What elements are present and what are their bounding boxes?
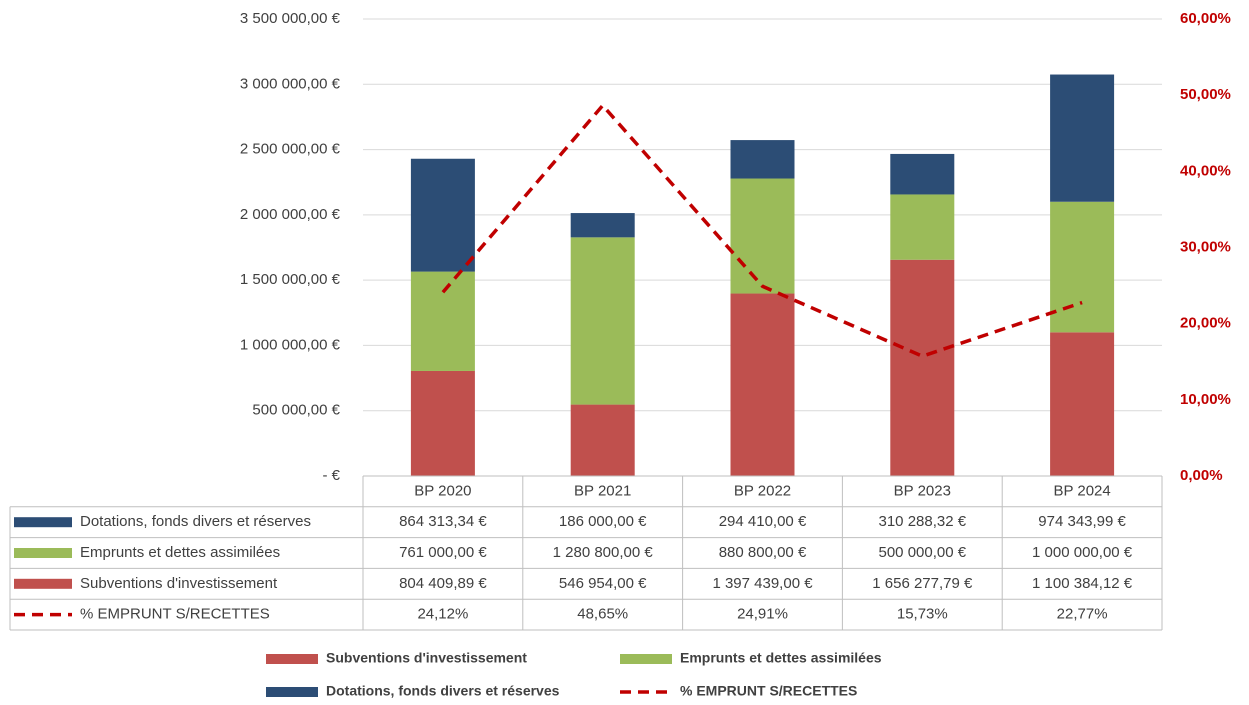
legend-label: Subventions d'investissement <box>326 650 527 666</box>
bar <box>570 213 635 238</box>
legend-label: Dotations, fonds divers et réserves <box>326 683 560 699</box>
bar <box>1050 332 1115 476</box>
legend-key <box>266 687 318 697</box>
table-cell: 500 000,00 € <box>879 544 967 561</box>
bar <box>570 237 635 405</box>
y-tick-label: 3 000 000,00 € <box>240 75 341 92</box>
table-cell: 880 800,00 € <box>719 544 807 561</box>
y-tick-label: 2 500 000,00 € <box>240 141 341 158</box>
y2-tick-label: 60,00% <box>1180 10 1231 27</box>
legend-key <box>266 654 318 664</box>
y-tick-label: 500 000,00 € <box>252 402 340 419</box>
table-cell: 1 280 800,00 € <box>553 544 654 561</box>
table-legend-key <box>14 548 72 558</box>
table-cell: 974 343,99 € <box>1038 513 1126 530</box>
legend-label: % EMPRUNT S/RECETTES <box>680 683 857 699</box>
x-tick-label: BP 2020 <box>414 482 471 499</box>
y-tick-label: 1 500 000,00 € <box>240 271 341 288</box>
y2-tick-label: 40,00% <box>1180 162 1231 179</box>
table-cell: 48,65% <box>577 606 628 623</box>
bar <box>570 404 635 476</box>
table-legend-key <box>14 578 72 589</box>
y-tick-label: - € <box>322 467 340 484</box>
table-row-label: Emprunts et dettes assimilées <box>80 544 280 561</box>
table-cell: 1 397 439,00 € <box>712 575 813 592</box>
table-cell: 22,77% <box>1057 606 1108 623</box>
y2-tick-label: 20,00% <box>1180 315 1231 332</box>
x-tick-label: BP 2023 <box>894 482 951 499</box>
table-cell: 15,73% <box>897 606 948 623</box>
table-row-label: % EMPRUNT S/RECETTES <box>80 606 270 623</box>
bar <box>890 194 955 260</box>
table-cell: 546 954,00 € <box>559 575 647 592</box>
table-cell: 1 656 277,79 € <box>872 575 973 592</box>
bar <box>410 370 475 476</box>
y2-tick-label: 0,00% <box>1180 467 1223 484</box>
table-cell: 310 288,32 € <box>879 513 967 530</box>
x-tick-label: BP 2021 <box>574 482 631 499</box>
table-cell: 1 000 000,00 € <box>1032 544 1133 561</box>
table-legend-key <box>14 517 72 528</box>
bar <box>890 153 955 195</box>
table-row-label: Subventions d'investissement <box>80 575 278 592</box>
table-cell: 24,91% <box>737 606 788 623</box>
y-tick-label: 3 500 000,00 € <box>240 10 341 27</box>
table-row-label: Dotations, fonds divers et réserves <box>80 513 311 530</box>
y-tick-label: 1 000 000,00 € <box>240 336 341 353</box>
bar <box>1050 74 1115 202</box>
y2-tick-label: 50,00% <box>1180 86 1231 103</box>
bar <box>730 178 795 294</box>
table-cell: 186 000,00 € <box>559 513 647 530</box>
legend-key <box>620 654 672 664</box>
table-cell: 1 100 384,12 € <box>1032 575 1133 592</box>
y2-tick-label: 10,00% <box>1180 391 1231 408</box>
bar <box>410 158 475 272</box>
bar <box>890 259 955 476</box>
table-cell: 761 000,00 € <box>399 544 487 561</box>
bar <box>730 293 795 476</box>
x-tick-label: BP 2024 <box>1053 482 1110 499</box>
legend-label: Emprunts et dettes assimilées <box>680 650 882 666</box>
y2-tick-label: 30,00% <box>1180 238 1231 255</box>
y-tick-label: 2 000 000,00 € <box>240 206 341 223</box>
bar <box>730 140 795 179</box>
bar <box>1050 201 1115 333</box>
bar <box>410 271 475 371</box>
table-cell: 24,12% <box>417 606 468 623</box>
line-series <box>441 102 1083 359</box>
table-cell: 294 410,00 € <box>719 513 807 530</box>
table-cell: 864 313,34 € <box>399 513 487 530</box>
x-tick-label: BP 2022 <box>734 482 791 499</box>
table-cell: 804 409,89 € <box>399 575 487 592</box>
